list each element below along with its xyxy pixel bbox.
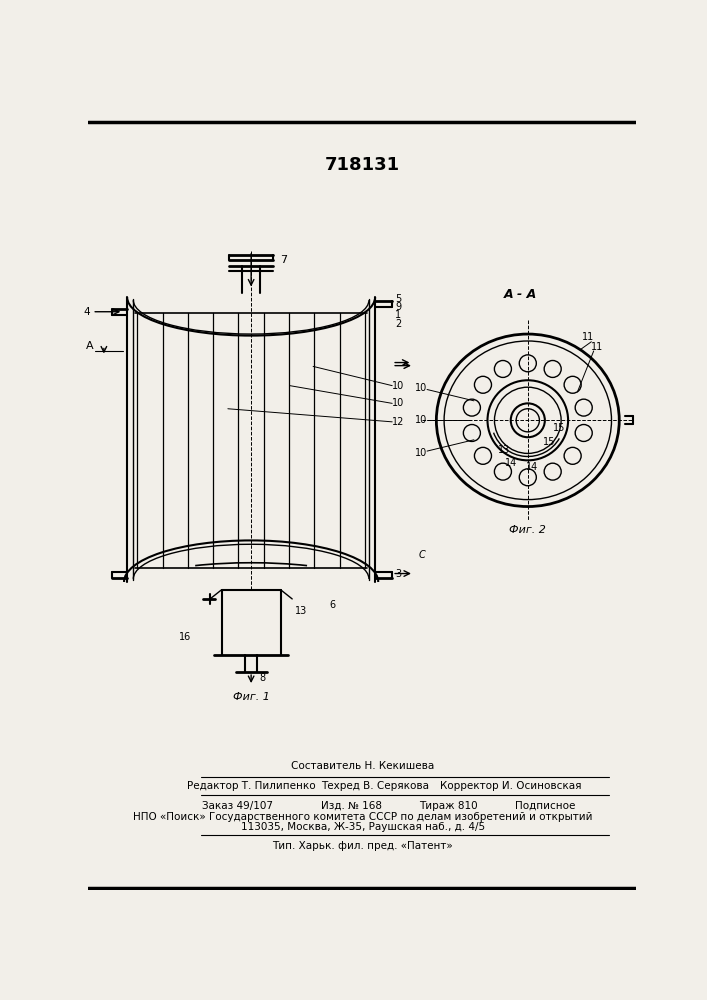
Text: C: C [419,550,425,560]
Text: НПО «Поиск» Государственного комитета СССР по делам изобретений и открытий: НПО «Поиск» Государственного комитета СС… [133,812,592,822]
Text: 10: 10 [392,398,404,408]
Text: 9: 9 [395,302,402,312]
Text: Фиг. 1: Фиг. 1 [233,692,269,702]
Text: Тип. Харьк. фил. пред. «Патент»: Тип. Харьк. фил. пред. «Патент» [272,841,453,851]
Text: 2: 2 [395,319,402,329]
Text: 5: 5 [395,294,402,304]
Text: Техред В. Серякова: Техред В. Серякова [321,781,429,791]
Text: 4: 4 [83,307,90,317]
Text: Редактор Т. Пилипенко: Редактор Т. Пилипенко [187,781,315,791]
Text: 11: 11 [582,332,595,342]
Text: 8: 8 [259,673,266,683]
Text: 113035, Москва, Ж-35, Раушская наб., д. 4/5: 113035, Москва, Ж-35, Раушская наб., д. … [240,822,485,832]
Text: 6: 6 [329,600,336,610]
Text: 718131: 718131 [325,156,400,174]
Text: 13: 13 [296,606,308,616]
Text: Тираж 810: Тираж 810 [419,801,477,811]
Text: 13: 13 [498,445,510,455]
Text: A - A: A - A [503,288,537,301]
Text: 10: 10 [415,383,427,393]
Text: Составитель Н. Кекишева: Составитель Н. Кекишева [291,761,434,771]
Text: 10: 10 [415,415,427,425]
Text: 1: 1 [395,310,402,320]
Text: 15: 15 [543,437,556,447]
Text: Фиг. 2: Фиг. 2 [509,525,547,535]
Text: Корректор И. Осиновская: Корректор И. Осиновская [440,781,581,791]
Text: 10: 10 [415,448,427,458]
Text: 10: 10 [392,381,404,391]
Text: A: A [86,341,94,351]
Text: 3: 3 [395,569,402,579]
Text: Изд. № 168: Изд. № 168 [322,801,382,811]
Text: Заказ 49/107: Заказ 49/107 [202,801,274,811]
Text: 11: 11 [592,342,604,352]
Text: 14: 14 [505,458,517,468]
Text: 14: 14 [525,462,538,472]
Text: 16: 16 [179,632,192,642]
Text: 7: 7 [280,255,287,265]
Text: 12: 12 [392,417,404,427]
Text: 15: 15 [553,423,565,433]
Text: Подписное: Подписное [515,801,575,811]
